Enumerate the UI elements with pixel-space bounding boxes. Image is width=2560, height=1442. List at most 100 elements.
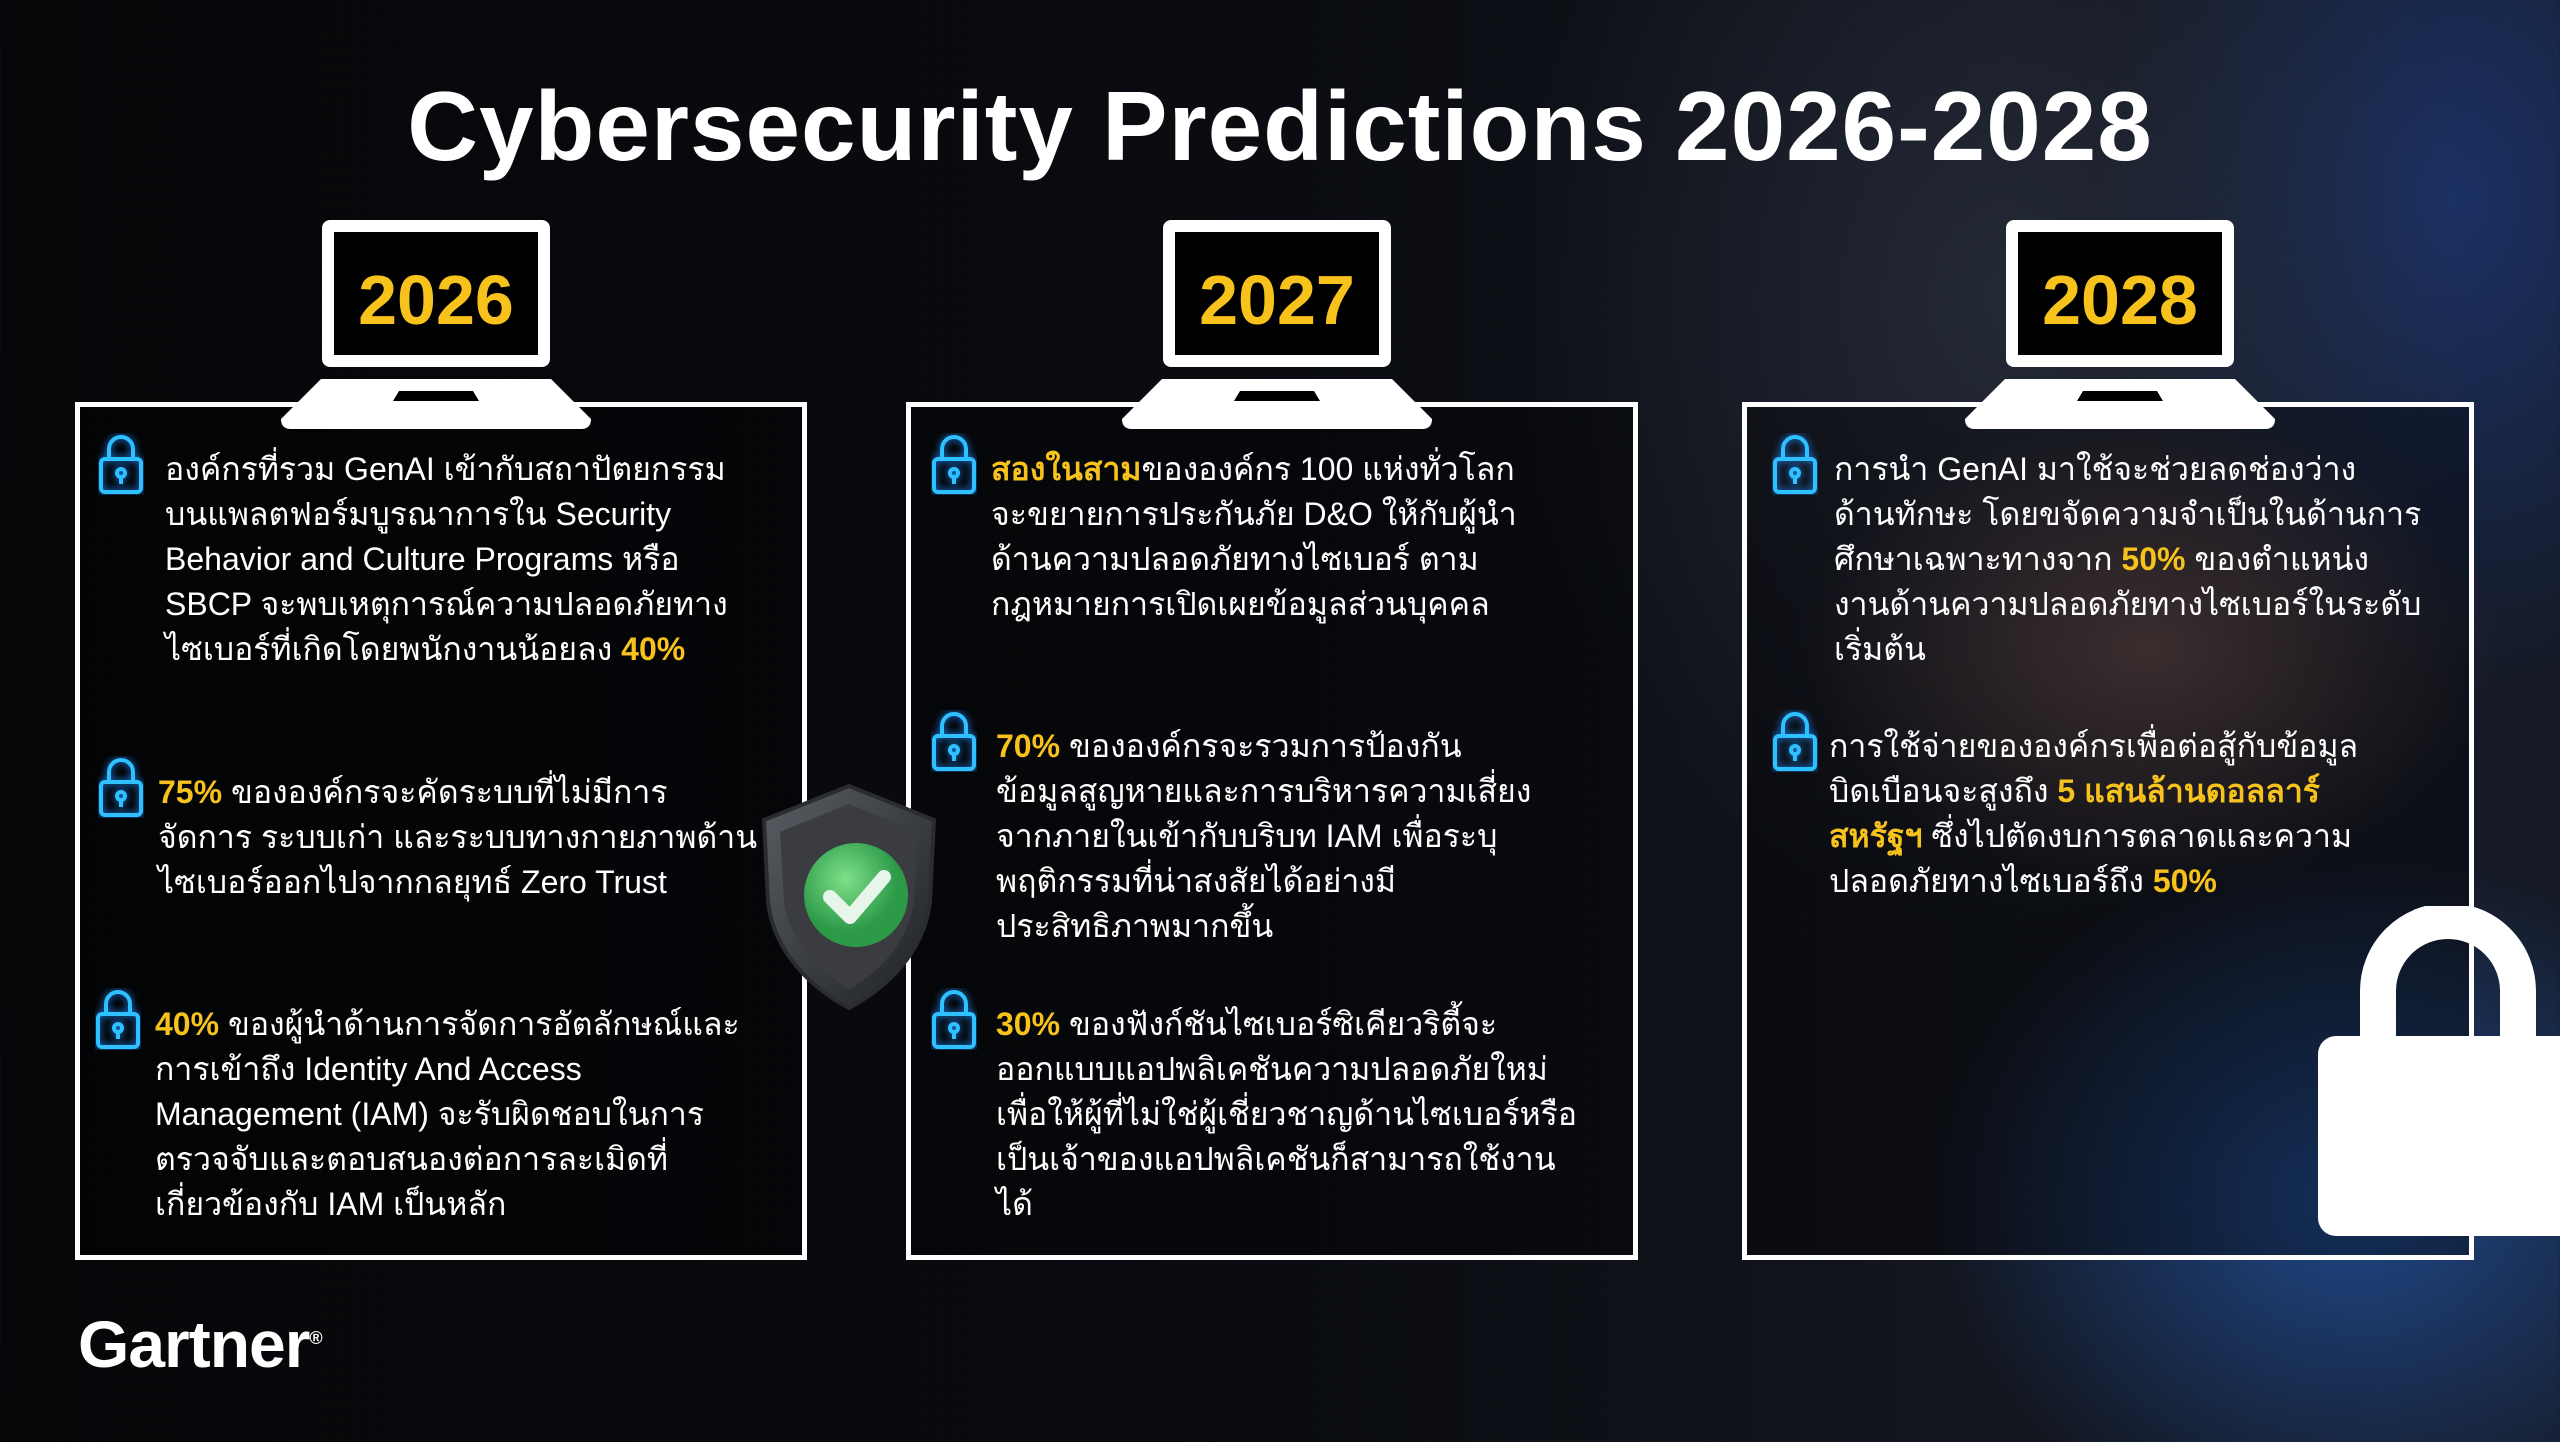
prediction-line: SBCP จะพบเหตุการณ์ความปลอดภัยทาง xyxy=(165,582,728,627)
body-text: Behavior and Culture Programs หรือ xyxy=(165,541,680,577)
body-text: จะขยายการประกันภัย D&O ให้กับผู้นำ xyxy=(991,496,1517,532)
body-text: ศึกษาเฉพาะทางจาก xyxy=(1834,541,2122,577)
body-text: ของตำแหน่ง xyxy=(2185,541,2370,577)
laptop-icon: 2027 xyxy=(1122,220,1432,430)
prediction-line: เพื่อให้ผู้ที่ไม่ใช่ผู้เชี่ยวชาญด้านไซเบ… xyxy=(996,1092,1577,1137)
highlight-text: 5 แสนล้านดอลลาร์ xyxy=(2057,773,2320,809)
body-text: เพื่อให้ผู้ที่ไม่ใช่ผู้เชี่ยวชาญด้านไซเบ… xyxy=(996,1096,1578,1132)
prediction-line: ศึกษาเฉพาะทางจาก 50% ของตำแหน่ง xyxy=(1834,537,2421,582)
body-text: เริ่มต้น xyxy=(1834,631,1926,667)
prediction-line: กฎหมายการเปิดเผยข้อมูลส่วนบุคคล xyxy=(991,582,1517,627)
body-text: ไซเบอร์ออกไปจากกลยุทธ์ Zero Trust xyxy=(158,864,667,900)
body-text: SBCP จะพบเหตุการณ์ความปลอดภัยทาง xyxy=(165,586,728,622)
prediction-line: ออกแบบแอปพลิเคชันความปลอดภัยใหม่ xyxy=(996,1047,1577,1092)
prediction-line: องค์กรที่รวม GenAI เข้ากับสถาปัตยกรรม xyxy=(165,447,728,492)
year-label: 2027 xyxy=(1199,260,1355,339)
prediction-item: องค์กรที่รวม GenAI เข้ากับสถาปัตยกรรมบนแ… xyxy=(165,447,728,672)
highlight-text: 50% xyxy=(2152,863,2217,899)
highlight-text: สหรัฐฯ xyxy=(1829,818,1923,854)
prediction-line: เป็นเจ้าของแอปพลิเคชันก็สามารถใช้งาน xyxy=(996,1137,1577,1182)
prediction-item: 70% ขององค์กรจะรวมการป้องกัน ข้อมูลสูญหาย… xyxy=(996,724,1531,949)
padlock-icon xyxy=(931,433,977,495)
body-text: ปลอดภัยทางไซเบอร์ถึง xyxy=(1829,863,2153,899)
prediction-item: การนำ GenAI มาใช้จะช่วยลดช่องว่างด้านทัก… xyxy=(1834,447,2421,672)
prediction-line: เกี่ยวข้องกับ IAM เป็นหลัก xyxy=(155,1182,740,1227)
prediction-line: ประสิทธิภาพมากขึ้น xyxy=(996,904,1531,949)
prediction-line: 75% ขององค์กรจะคัดระบบที่ไม่มีการ xyxy=(158,770,757,815)
padlock-icon xyxy=(95,988,141,1050)
laptop-base xyxy=(281,379,591,429)
prediction-line: ตรวจจับและตอบสนองต่อการละเมิดที่ xyxy=(155,1137,740,1182)
highlight-text: 40% xyxy=(155,1006,220,1042)
prediction-line: ด้านความปลอดภัยทางไซเบอร์ ตาม xyxy=(991,537,1517,582)
body-text: องค์กรที่รวม GenAI เข้ากับสถาปัตยกรรม xyxy=(165,451,726,487)
highlight-text: 40% xyxy=(621,631,686,667)
laptop-icon: 2028 xyxy=(1965,220,2275,430)
highlight-text: สองในสาม xyxy=(991,451,1142,487)
page-title: Cybersecurity Predictions 2026-2028 xyxy=(407,71,2153,181)
highlight-text: 70% xyxy=(996,728,1061,764)
body-text: Management (IAM) จะรับผิดชอบในการ xyxy=(155,1096,705,1132)
body-text: ขององค์กร 100 แห่งทั่วโลก xyxy=(1141,451,1515,487)
prediction-line: สองในสามขององค์กร 100 แห่งทั่วโลก xyxy=(991,447,1517,492)
body-text: บนแพลตฟอร์มบูรณาการใน Security xyxy=(165,496,672,532)
year-label: 2026 xyxy=(358,260,514,339)
body-text: บิดเบือนจะสูงถึง xyxy=(1829,773,2058,809)
laptop-screen: 2027 xyxy=(1163,220,1391,367)
prediction-line: สหรัฐฯ ซึ่งไปตัดงบการตลาดและความ xyxy=(1829,814,2358,859)
prediction-line: จะขยายการประกันภัย D&O ให้กับผู้นำ xyxy=(991,492,1517,537)
body-text: งานด้านความปลอดภัยทางไซเบอร์ในระดับ xyxy=(1834,586,2422,622)
body-text: การใช้จ่ายขององค์กรเพื่อต่อสู้กับข้อมูล xyxy=(1829,728,2359,764)
gartner-logo: Gartner® xyxy=(78,1307,323,1381)
prediction-line: การใช้จ่ายขององค์กรเพื่อต่อสู้กับข้อมูล xyxy=(1829,724,2358,769)
prediction-line: ได้ xyxy=(996,1182,1577,1227)
padlock-icon xyxy=(98,433,144,495)
prediction-line: บิดเบือนจะสูงถึง 5 แสนล้านดอลลาร์ xyxy=(1829,769,2358,814)
body-text: ข้อมูลสูญหายและการบริหารความเสี่ยง xyxy=(996,773,1532,809)
body-text: พฤติกรรมที่น่าสงสัยได้อย่างมี xyxy=(996,863,1396,899)
laptop-screen: 2028 xyxy=(2006,220,2234,367)
shield-check-icon xyxy=(761,783,937,1011)
prediction-line: พฤติกรรมที่น่าสงสัยได้อย่างมี xyxy=(996,859,1531,904)
body-text: การนำ GenAI มาใช้จะช่วยลดช่องว่าง xyxy=(1834,451,2357,487)
body-text: ตรวจจับและตอบสนองต่อการละเมิดที่ xyxy=(155,1141,668,1177)
prediction-line: ไซเบอร์ออกไปจากกลยุทธ์ Zero Trust xyxy=(158,860,757,905)
highlight-text: 50% xyxy=(2121,541,2186,577)
body-text: ไซเบอร์ที่เกิดโดยพนักงานน้อยลง xyxy=(165,631,622,667)
body-text: ขององค์กรจะคัดระบบที่ไม่มีการ xyxy=(222,774,668,810)
prediction-line: Management (IAM) จะรับผิดชอบในการ xyxy=(155,1092,740,1137)
prediction-line: ด้านทักษะ โดยขจัดความจำเป็นในด้านการ xyxy=(1834,492,2421,537)
body-text: เกี่ยวข้องกับ IAM เป็นหลัก xyxy=(155,1186,507,1222)
prediction-item: 30% ของฟังก์ชันไซเบอร์ซิเคียวริตี้จะออกแ… xyxy=(996,1002,1577,1227)
prediction-line: ปลอดภัยทางไซเบอร์ถึง 50% xyxy=(1829,859,2358,904)
prediction-line: 40% ของผู้นำด้านการจัดการอัตลักษณ์และ xyxy=(155,1002,740,1047)
laptop-base xyxy=(1965,379,2275,429)
body-text: จัดการ ระบบเก่า และระบบทางกายภาพด้าน xyxy=(158,819,758,855)
prediction-line: เริ่มต้น xyxy=(1834,627,2421,672)
prediction-item: 75% ขององค์กรจะคัดระบบที่ไม่มีการจัดการ … xyxy=(158,770,757,905)
prediction-line: 30% ของฟังก์ชันไซเบอร์ซิเคียวริตี้จะ xyxy=(996,1002,1577,1047)
prediction-line: บนแพลตฟอร์มบูรณาการใน Security xyxy=(165,492,728,537)
prediction-line: ข้อมูลสูญหายและการบริหารความเสี่ยง xyxy=(996,769,1531,814)
prediction-line: จัดการ ระบบเก่า และระบบทางกายภาพด้าน xyxy=(158,815,757,860)
body-text: การเข้าถึง Identity And Access xyxy=(155,1051,582,1087)
body-text: ซึ่งไปตัดงบการตลาดและความ xyxy=(1922,818,2353,854)
body-text: จากภายในเข้ากับบริบท IAM เพื่อระบุ xyxy=(996,818,1498,854)
logo-text: Gartner xyxy=(78,1307,310,1381)
prediction-panel-2026 xyxy=(75,402,807,1260)
prediction-line: ไซเบอร์ที่เกิดโดยพนักงานน้อยลง 40% xyxy=(165,627,728,672)
highlight-text: 30% xyxy=(996,1006,1061,1042)
prediction-item: สองในสามขององค์กร 100 แห่งทั่วโลกจะขยายก… xyxy=(991,447,1517,627)
body-text: ได้ xyxy=(996,1186,1033,1222)
year-label: 2028 xyxy=(2042,260,2198,339)
prediction-item: การใช้จ่ายขององค์กรเพื่อต่อสู้กับข้อมูลบ… xyxy=(1829,724,2358,904)
padlock-icon xyxy=(1772,710,1818,772)
padlock-icon xyxy=(1772,433,1818,495)
prediction-panel-2027 xyxy=(906,402,1638,1260)
body-text: กฎหมายการเปิดเผยข้อมูลส่วนบุคคล xyxy=(991,586,1490,622)
laptop-icon: 2026 xyxy=(281,220,591,430)
body-text: ของผู้นำด้านการจัดการอัตลักษณ์และ xyxy=(219,1006,740,1042)
prediction-line: จากภายในเข้ากับบริบท IAM เพื่อระบุ xyxy=(996,814,1531,859)
body-text: ออกแบบแอปพลิเคชันความปลอดภัยใหม่ xyxy=(996,1051,1548,1087)
large-padlock-icon xyxy=(2318,906,2560,1236)
